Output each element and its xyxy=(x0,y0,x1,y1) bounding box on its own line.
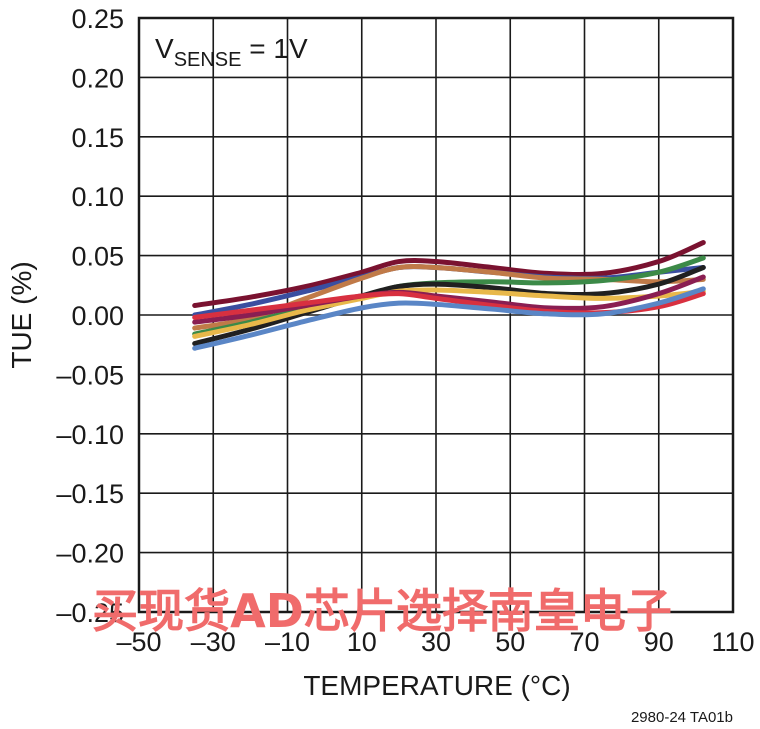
y-tick-label: –0.25 xyxy=(56,598,124,628)
x-tick-label: –10 xyxy=(265,627,310,657)
x-tick-label: 70 xyxy=(569,627,599,657)
x-axis-label: TEMPERATURE (°C) xyxy=(303,670,570,701)
annotation-rest: = 1V xyxy=(242,33,308,64)
y-tick-labels: 0.25 0.20 0.15 0.10 0.05 0.00 –0.05 –0.10 –0.15 –… xyxy=(56,4,124,628)
grid-lines xyxy=(138,17,734,613)
x-tick-label: –30 xyxy=(191,627,236,657)
x-tick-label: 90 xyxy=(644,627,674,657)
series-line-9 xyxy=(192,286,706,351)
y-tick-label: 0.00 xyxy=(71,301,124,331)
x-tick-label: 110 xyxy=(711,627,754,657)
annotation-main: V xyxy=(155,33,174,64)
series-line-6 xyxy=(192,287,706,339)
vsense-annotation: VSENSE = 1V xyxy=(155,33,308,71)
x-tick-label: 30 xyxy=(421,627,451,657)
data-series xyxy=(192,240,706,351)
x-tick-label: 10 xyxy=(347,627,377,657)
series-line-5 xyxy=(192,264,706,347)
y-tick-label: 0.25 xyxy=(71,4,124,34)
y-tick-label: –0.15 xyxy=(56,479,124,509)
series-line-1 xyxy=(192,240,706,308)
watermark-text: 买现货AD芯片选择南皇电子 xyxy=(92,584,672,638)
x-tick-label: –50 xyxy=(116,627,161,657)
y-tick-label: –0.20 xyxy=(56,539,124,569)
y-tick-label: –0.05 xyxy=(56,360,124,390)
y-tick-label: 0.20 xyxy=(71,63,124,93)
y-tick-label: –0.10 xyxy=(56,420,124,450)
annotation-subscript: SENSE xyxy=(174,49,242,71)
x-tick-labels: –50 –30 –10 10 30 50 70 90 110 xyxy=(116,627,754,657)
y-axis-label: TUE (%) xyxy=(6,261,37,368)
y-tick-label: 0.15 xyxy=(71,123,124,153)
plot-frame xyxy=(137,16,735,614)
y-tick-label: 0.05 xyxy=(71,242,124,272)
y-tick-label: 0.10 xyxy=(71,182,124,212)
figure-id: 2980-24 TA01b xyxy=(631,709,733,726)
x-tick-label: 50 xyxy=(495,627,525,657)
